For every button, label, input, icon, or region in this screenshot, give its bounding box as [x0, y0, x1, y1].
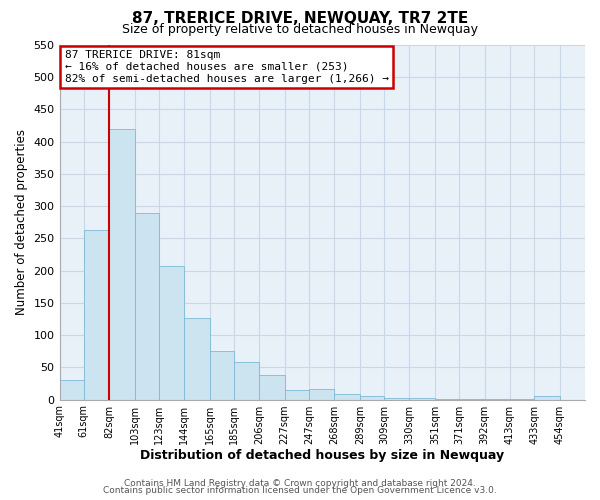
- Bar: [534, 396, 560, 400]
- Y-axis label: Number of detached properties: Number of detached properties: [15, 130, 28, 316]
- Bar: [134, 212, 159, 400]
- Bar: [485, 399, 510, 400]
- Text: 87, TRERICE DRIVE, NEWQUAY, TR7 2TE: 87, TRERICE DRIVE, NEWQUAY, TR7 2TE: [132, 11, 468, 26]
- Bar: [209, 351, 234, 400]
- Bar: [109, 129, 134, 400]
- Bar: [510, 399, 534, 400]
- Bar: [309, 390, 334, 400]
- Bar: [384, 398, 409, 400]
- Bar: [84, 230, 109, 400]
- Bar: [334, 394, 360, 400]
- Bar: [184, 318, 209, 400]
- Bar: [459, 399, 485, 400]
- Bar: [285, 390, 309, 400]
- Bar: [360, 396, 384, 400]
- Bar: [259, 375, 285, 400]
- Text: Contains public sector information licensed under the Open Government Licence v3: Contains public sector information licen…: [103, 486, 497, 495]
- X-axis label: Distribution of detached houses by size in Newquay: Distribution of detached houses by size …: [140, 450, 505, 462]
- Bar: [59, 380, 84, 400]
- Text: Contains HM Land Registry data © Crown copyright and database right 2024.: Contains HM Land Registry data © Crown c…: [124, 478, 476, 488]
- Text: 87 TRERICE DRIVE: 81sqm
← 16% of detached houses are smaller (253)
82% of semi-d: 87 TRERICE DRIVE: 81sqm ← 16% of detache…: [65, 50, 389, 84]
- Bar: [409, 398, 435, 400]
- Bar: [159, 266, 184, 400]
- Bar: [435, 399, 459, 400]
- Bar: [234, 362, 259, 400]
- Text: Size of property relative to detached houses in Newquay: Size of property relative to detached ho…: [122, 22, 478, 36]
